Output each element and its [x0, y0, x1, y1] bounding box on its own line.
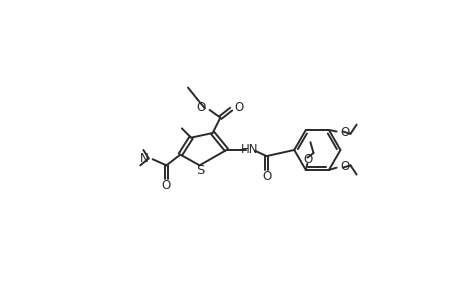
Text: O: O	[161, 179, 170, 192]
Text: HN: HN	[241, 143, 258, 156]
Text: S: S	[196, 164, 204, 177]
Text: O: O	[340, 126, 349, 139]
Text: O: O	[196, 101, 205, 114]
Text: O: O	[340, 160, 349, 173]
Text: O: O	[234, 101, 243, 114]
Text: O: O	[261, 169, 271, 183]
Text: O: O	[303, 153, 312, 166]
Text: N: N	[140, 152, 148, 165]
